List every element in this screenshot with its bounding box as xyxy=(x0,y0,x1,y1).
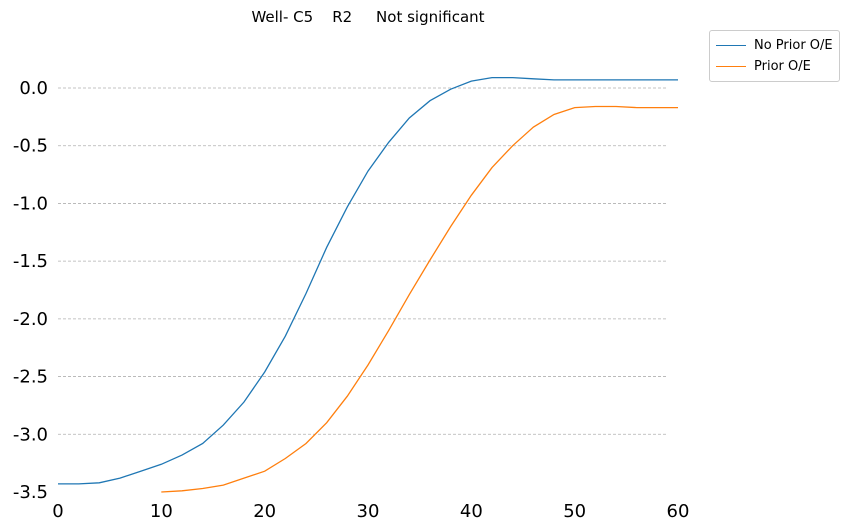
legend-swatch-no-prior xyxy=(716,45,746,46)
y-tick-label: -2.0 xyxy=(13,309,48,330)
chart-title: Well- C5 R2 Not significant xyxy=(251,8,485,26)
y-tick-label: -0.5 xyxy=(13,136,48,157)
y-tick-label: -2.5 xyxy=(13,367,48,388)
x-tick-label: 50 xyxy=(563,501,586,522)
legend-item-prior: Prior O/E xyxy=(716,56,833,77)
x-tick-label: 40 xyxy=(460,501,483,522)
x-axis-ticks: 0 10 20 30 40 50 60 xyxy=(52,501,689,522)
legend-swatch-prior xyxy=(716,66,746,67)
y-axis-ticks: 0.0 -0.5 -1.0 -1.5 -2.0 -2.5 -3.0 -3.5 xyxy=(13,78,48,503)
x-tick-label: 10 xyxy=(150,501,173,522)
x-tick-label: 0 xyxy=(52,501,63,522)
legend: No Prior O/E Prior O/E xyxy=(709,30,840,82)
legend-item-no-prior: No Prior O/E xyxy=(716,35,833,56)
y-tick-label: -1.0 xyxy=(13,193,48,214)
y-tick-label: -1.5 xyxy=(13,251,48,272)
legend-label-no-prior: No Prior O/E xyxy=(754,38,833,53)
series-lines xyxy=(58,76,678,493)
y-tick-label: -3.0 xyxy=(13,424,48,445)
series-line-0 xyxy=(58,76,678,485)
x-tick-label: 30 xyxy=(357,501,380,522)
x-tick-label: 60 xyxy=(667,501,690,522)
x-tick-label: 20 xyxy=(253,501,276,522)
legend-label-prior: Prior O/E xyxy=(754,59,811,74)
grid-lines xyxy=(58,87,668,435)
y-tick-label: -3.5 xyxy=(13,482,48,503)
y-tick-label: 0.0 xyxy=(19,78,48,99)
series-line-1 xyxy=(161,105,678,493)
